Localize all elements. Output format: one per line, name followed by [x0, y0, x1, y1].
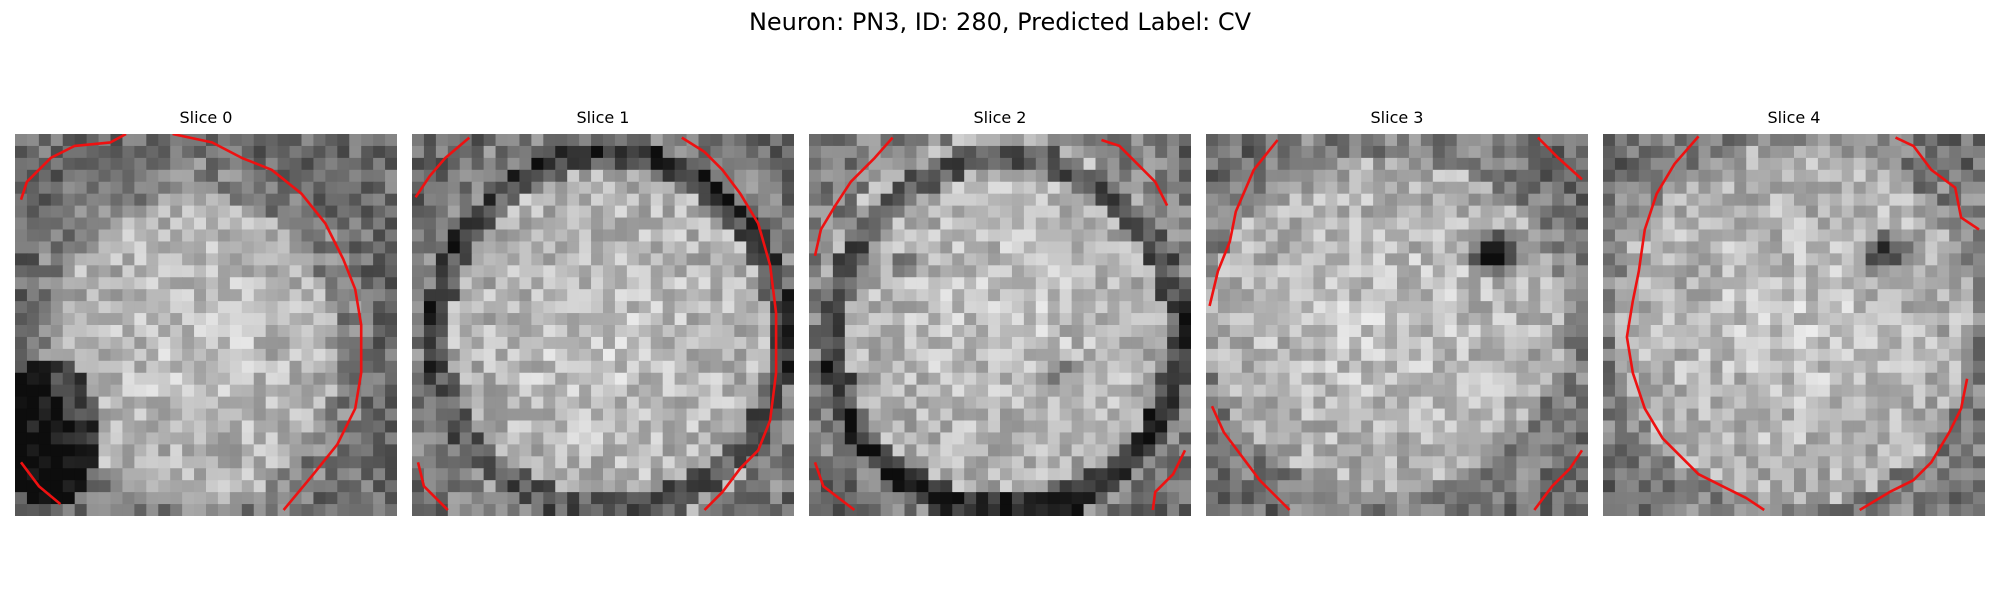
slice-image-4 — [1603, 134, 1985, 516]
contour-line — [1533, 449, 1584, 511]
contour-line — [1859, 378, 1969, 512]
contour-line — [1101, 138, 1169, 207]
contour-line — [681, 136, 778, 511]
contour-line — [813, 136, 894, 257]
slice-panel-1: Slice 1 — [412, 108, 794, 518]
slice-panel-0: Slice 0 — [15, 108, 397, 518]
contour-line — [19, 461, 62, 506]
contour-line — [416, 461, 449, 511]
contour-line — [1625, 135, 1765, 512]
slice-title-2: Slice 2 — [973, 108, 1027, 127]
contour-line — [19, 134, 127, 201]
slice-title-0: Slice 0 — [179, 108, 233, 127]
contour-line — [1536, 136, 1583, 181]
contour-line — [1208, 139, 1279, 307]
slice-title-1: Slice 1 — [576, 108, 630, 127]
slice-image-3 — [1206, 134, 1588, 516]
slice-panel-2: Slice 2 — [809, 108, 1191, 518]
contour-line — [1210, 405, 1291, 511]
slice-panel-4: Slice 4 — [1603, 108, 1985, 518]
figure-title: Neuron: PN3, ID: 280, Predicted Label: C… — [748, 8, 1252, 36]
slice-image-0 — [15, 134, 397, 516]
slice-image-1 — [412, 134, 794, 516]
contour-line — [813, 461, 856, 512]
contour-line — [1151, 449, 1187, 511]
contour-line — [414, 136, 471, 199]
slice-image-2 — [809, 134, 1191, 516]
contour-line — [1894, 136, 1980, 231]
slice-title-4: Slice 4 — [1767, 108, 1821, 127]
contour-line — [172, 134, 363, 511]
slice-panel-3: Slice 3 — [1206, 108, 1588, 518]
slice-title-3: Slice 3 — [1370, 108, 1424, 127]
